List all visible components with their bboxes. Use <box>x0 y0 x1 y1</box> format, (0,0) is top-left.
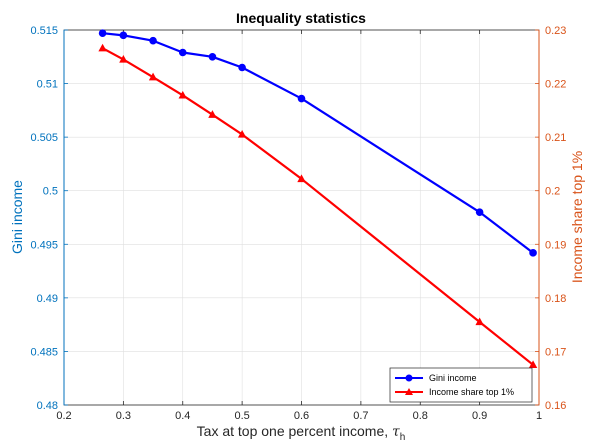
y-left-tick-label: 0.505 <box>30 132 58 144</box>
data-point-gini <box>297 94 306 103</box>
data-point-top1 <box>208 110 217 118</box>
legend-label-gini: Gini income <box>429 373 477 383</box>
y-left-axis-title: Gini income <box>9 180 25 254</box>
y-left-tick-label: 0.5 <box>43 186 58 198</box>
y-right-tick-label: 0.19 <box>545 239 566 251</box>
chart-title: Inequality statistics <box>236 10 366 26</box>
data-point-gini <box>98 29 107 38</box>
x-axis-subscript: h <box>400 432 406 443</box>
y-left-tick-label: 0.48 <box>37 400 58 412</box>
y-right-tick-label: 0.23 <box>545 25 566 37</box>
data-point-top1 <box>178 90 187 99</box>
x-tick-label: 0.8 <box>413 410 428 422</box>
y-left-tick-label: 0.51 <box>37 79 58 91</box>
data-point-gini <box>238 63 246 72</box>
legend: Gini income Income share top 1% <box>389 367 533 403</box>
y-right-tick-label: 0.2 <box>545 186 560 198</box>
data-point-top1 <box>148 72 158 81</box>
data-point-gini <box>178 48 187 57</box>
x-tick-label: 0.3 <box>116 410 131 422</box>
data-point-top1 <box>475 317 484 326</box>
grid-layer <box>64 30 539 405</box>
y-left-tick-label: 0.495 <box>30 239 58 251</box>
x-axis-label: Tax at top one percent income, <box>197 423 388 439</box>
legend-marker-gini <box>405 374 413 382</box>
legend-marker-top1 <box>405 388 413 395</box>
x-axis-symbol: τ <box>392 424 400 440</box>
x-tick-label: 0.5 <box>234 410 249 422</box>
data-point-gini <box>119 31 128 40</box>
y-right-tick-label: 0.16 <box>545 400 566 412</box>
legend-box <box>389 367 533 403</box>
x-tick-label: 1 <box>536 410 542 422</box>
y-right-tick-label: 0.18 <box>545 293 566 305</box>
data-point-top1 <box>98 43 107 52</box>
y-right-axis-title: Income share top 1% <box>569 151 585 283</box>
series-layer <box>98 29 538 369</box>
x-tick-label: 0.7 <box>353 410 368 422</box>
y-left-tick-label: 0.515 <box>30 25 58 37</box>
data-point-top1 <box>297 174 306 183</box>
data-point-gini <box>529 249 537 257</box>
y-right-tick-label: 0.21 <box>545 132 566 144</box>
data-point-gini <box>149 36 157 45</box>
data-point-top1 <box>119 54 128 63</box>
legend-label-top1: Income share top 1% <box>429 387 514 397</box>
y-right-tick-label: 0.17 <box>545 346 566 358</box>
data-point-gini <box>208 52 217 61</box>
data-point-top1 <box>528 360 538 369</box>
y-right-tick-label: 0.22 <box>545 79 566 91</box>
data-point-gini <box>475 208 484 216</box>
x-tick-label: 0.4 <box>175 410 190 422</box>
ticks-layer: 0.2 0.3 0.4 0.5 0.6 0.7 0.8 0.9 1 0.48 0.485 0.49 0.… <box>30 25 566 422</box>
x-tick-label: 0.9 <box>472 410 487 422</box>
y-left-tick-label: 0.49 <box>37 293 58 305</box>
x-tick-label: 0.2 <box>56 410 71 422</box>
x-tick-label: 0.6 <box>294 410 309 422</box>
y-left-tick-label: 0.485 <box>30 346 58 358</box>
data-point-top1 <box>237 129 247 138</box>
x-axis-title: Tax at top one percent income, τh <box>197 423 406 443</box>
